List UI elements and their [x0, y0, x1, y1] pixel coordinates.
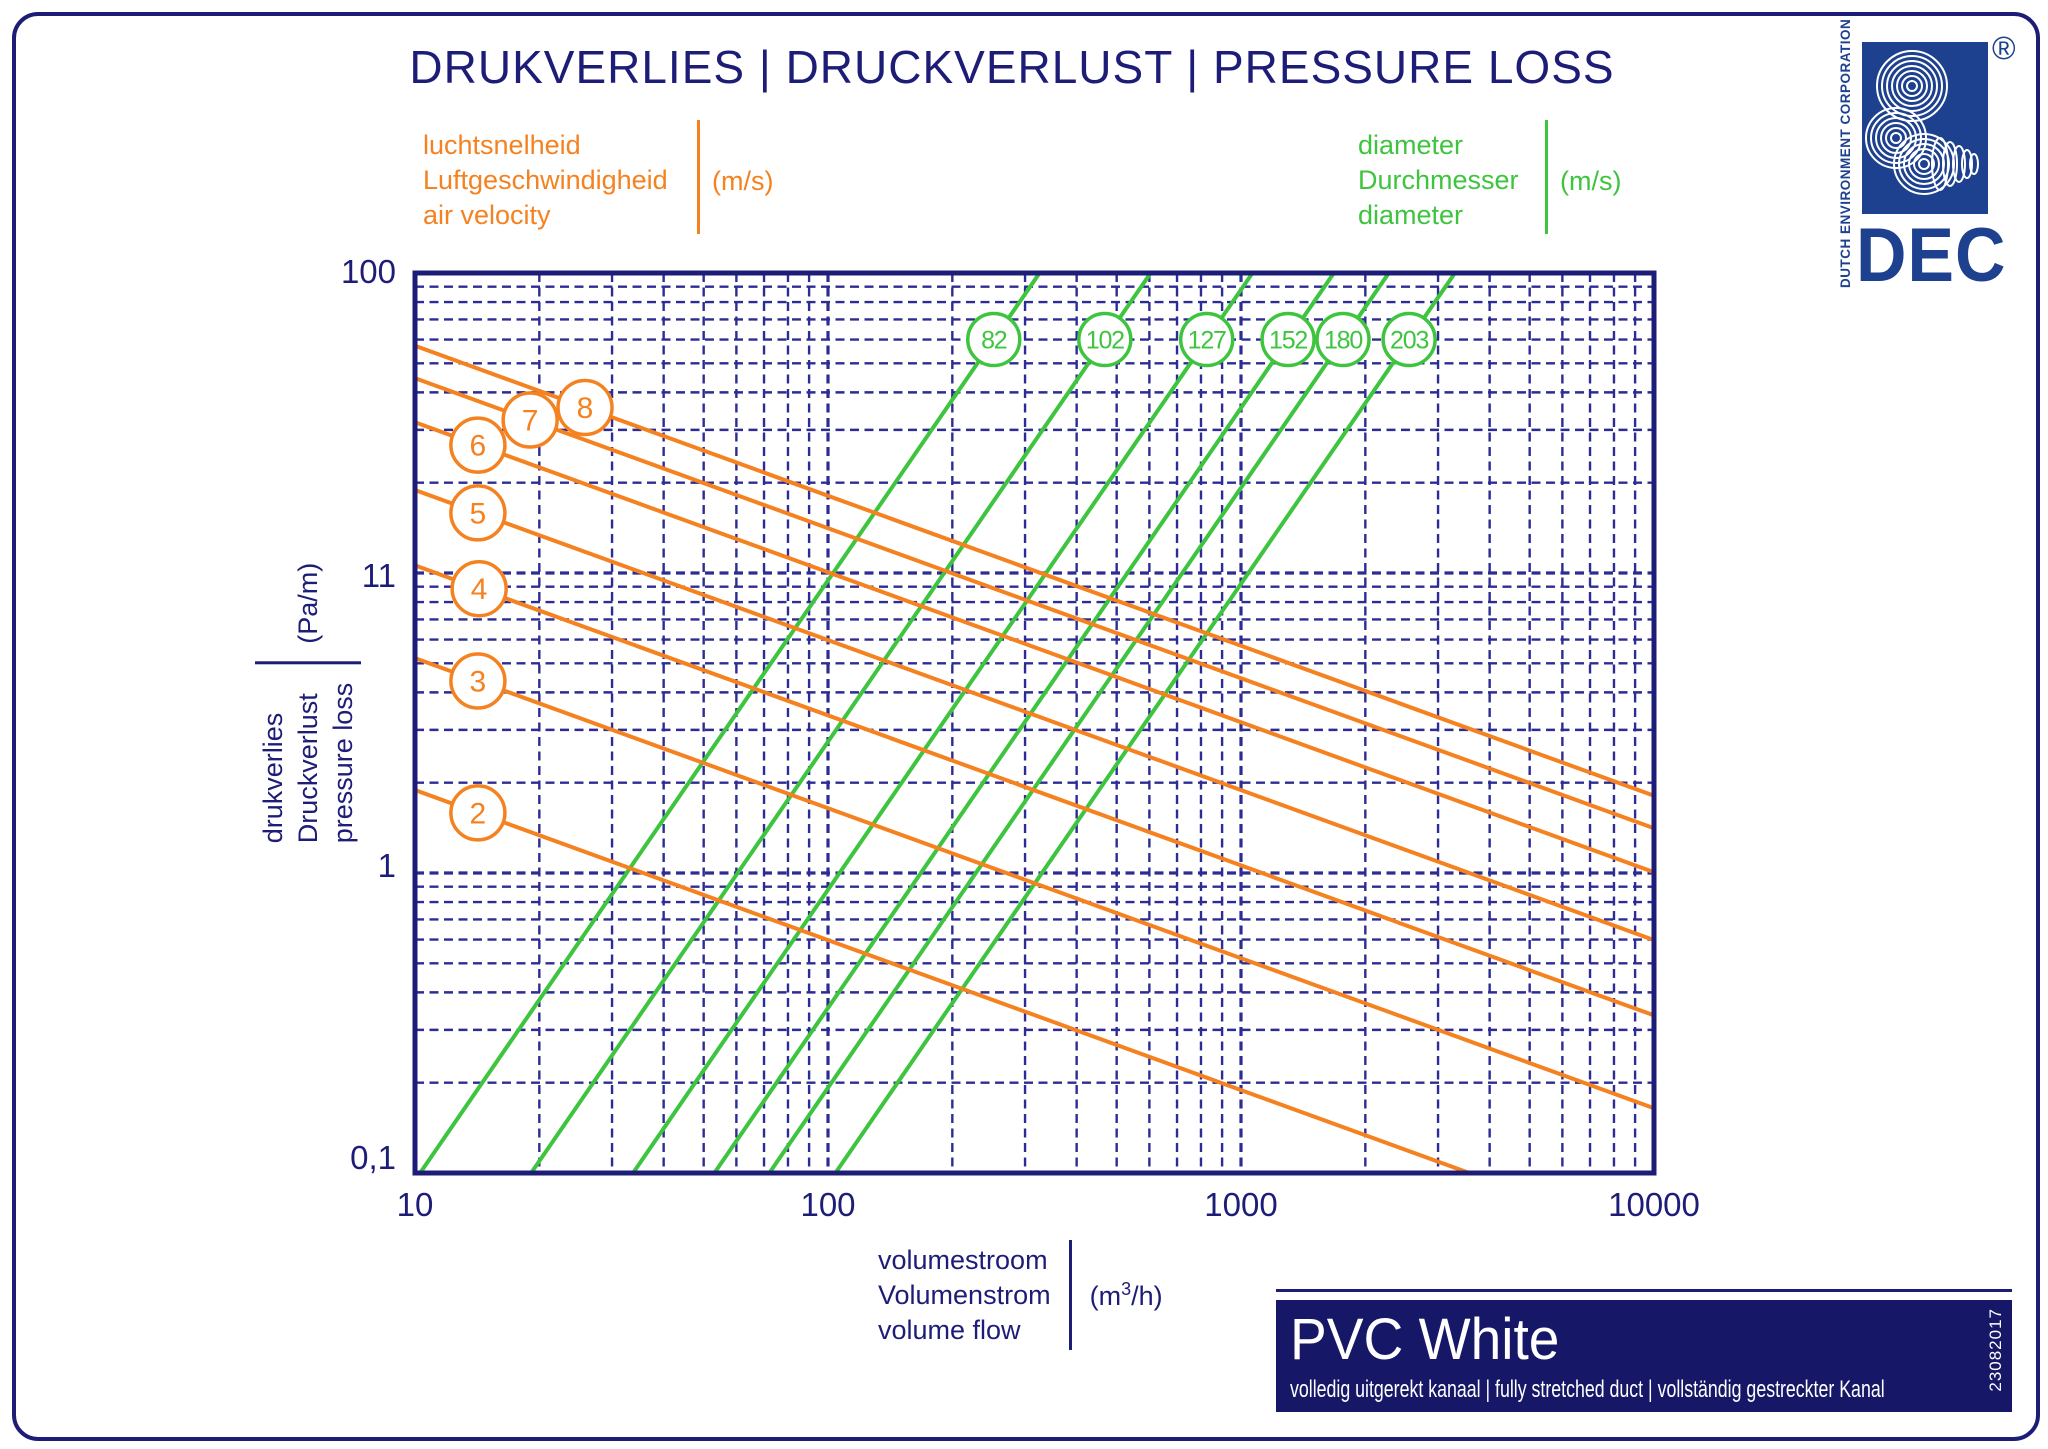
velocity-legend-line3: air velocity: [423, 200, 551, 230]
x-tick-10000: 10000: [1608, 1186, 1700, 1223]
x-axis-legend-unit: (m3/h): [1089, 1278, 1163, 1311]
diameter-legend: diameter Durchmesser diameter: [1358, 128, 1519, 233]
velocity-legend-line1: luchtsnelheid: [423, 130, 581, 160]
logo-company-name: DUTCH ENVIRONMENT CORPORATION: [1838, 18, 1853, 288]
velocity-legend-line2: Luftgeschwindigheid: [423, 165, 668, 195]
x-axis-legend: volumestroom Volumenstrom volume flow (m…: [878, 1240, 1163, 1350]
date-code: 23082017: [1986, 1308, 2005, 1392]
diameter-legend-line3: diameter: [1358, 200, 1464, 230]
y-tick-0-1: 0,1: [350, 1139, 396, 1176]
product-name: PVC White: [1290, 1307, 1560, 1372]
velocity-lines: [417, 344, 1652, 1171]
svg-text:203: 203: [1390, 327, 1428, 355]
logo-square: [1862, 42, 1988, 214]
footer-subtitle: volledig uitgerekt kanaal | fully stretc…: [1290, 1376, 1885, 1403]
page-title: DRUKVERLIES | DRUCKVERLUST | PRESSURE LO…: [409, 41, 1615, 93]
x-tick-10: 10: [396, 1186, 434, 1223]
svg-text:82: 82: [981, 327, 1007, 355]
svg-text:6: 6: [470, 430, 487, 463]
grid-lines: [417, 275, 1652, 1171]
svg-text:8: 8: [577, 392, 594, 425]
dec-logo: DUTCH ENVIRONMENT CORPORATION DEC ®: [1838, 18, 2026, 298]
svg-text:5: 5: [470, 497, 487, 530]
diameter-legend-line1: diameter: [1358, 130, 1464, 160]
diameter-legend-line2: Durchmesser: [1358, 165, 1519, 195]
svg-text:2: 2: [470, 797, 487, 830]
y-tick-10: 11: [361, 557, 396, 594]
svg-text:3: 3: [470, 666, 487, 699]
diameter-legend-unit: (m/s): [1560, 166, 1622, 196]
y-tick-1: 1: [377, 847, 396, 884]
diameter-lines: [419, 275, 1456, 1171]
svg-text:102: 102: [1086, 327, 1124, 355]
plot-border: [412, 270, 1657, 1176]
velocity-legend: luchtsnelheid Luftgeschwindigheid air ve…: [423, 128, 668, 233]
logo-abbr: DEC: [1856, 213, 2007, 298]
registered-mark-icon: ®: [1992, 30, 2016, 66]
x-tick-100: 100: [800, 1186, 856, 1223]
x-axis-legend-line2: Volumenstrom: [878, 1279, 1051, 1310]
x-tick-1000: 1000: [1204, 1186, 1278, 1223]
svg-text:127: 127: [1188, 327, 1226, 355]
diameter-legend-separator: [1545, 120, 1548, 234]
x-axis-legend-line1: volumestroom: [878, 1244, 1048, 1275]
velocity-legend-unit: (m/s): [712, 166, 774, 196]
dec-logo-swirl-icon: [1865, 50, 1979, 195]
y-tick-100: 100: [340, 253, 396, 290]
svg-text:4: 4: [471, 573, 488, 606]
line-label-circles: 2 3 4 5 6 7 8 82 102 127 152 180 203: [449, 311, 1437, 842]
svg-text:180: 180: [1324, 327, 1362, 355]
footer-box: PVC White volledig uitgerekt kanaal | fu…: [1276, 1300, 2012, 1412]
x-axis-legend-line3: volume flow: [878, 1314, 1021, 1345]
svg-text:7: 7: [522, 405, 539, 438]
x-axis-legend-separator: [1068, 1240, 1072, 1350]
velocity-legend-separator: [697, 120, 700, 234]
svg-text:152: 152: [1269, 327, 1307, 355]
footer-top-rule: [1276, 1289, 2012, 1292]
